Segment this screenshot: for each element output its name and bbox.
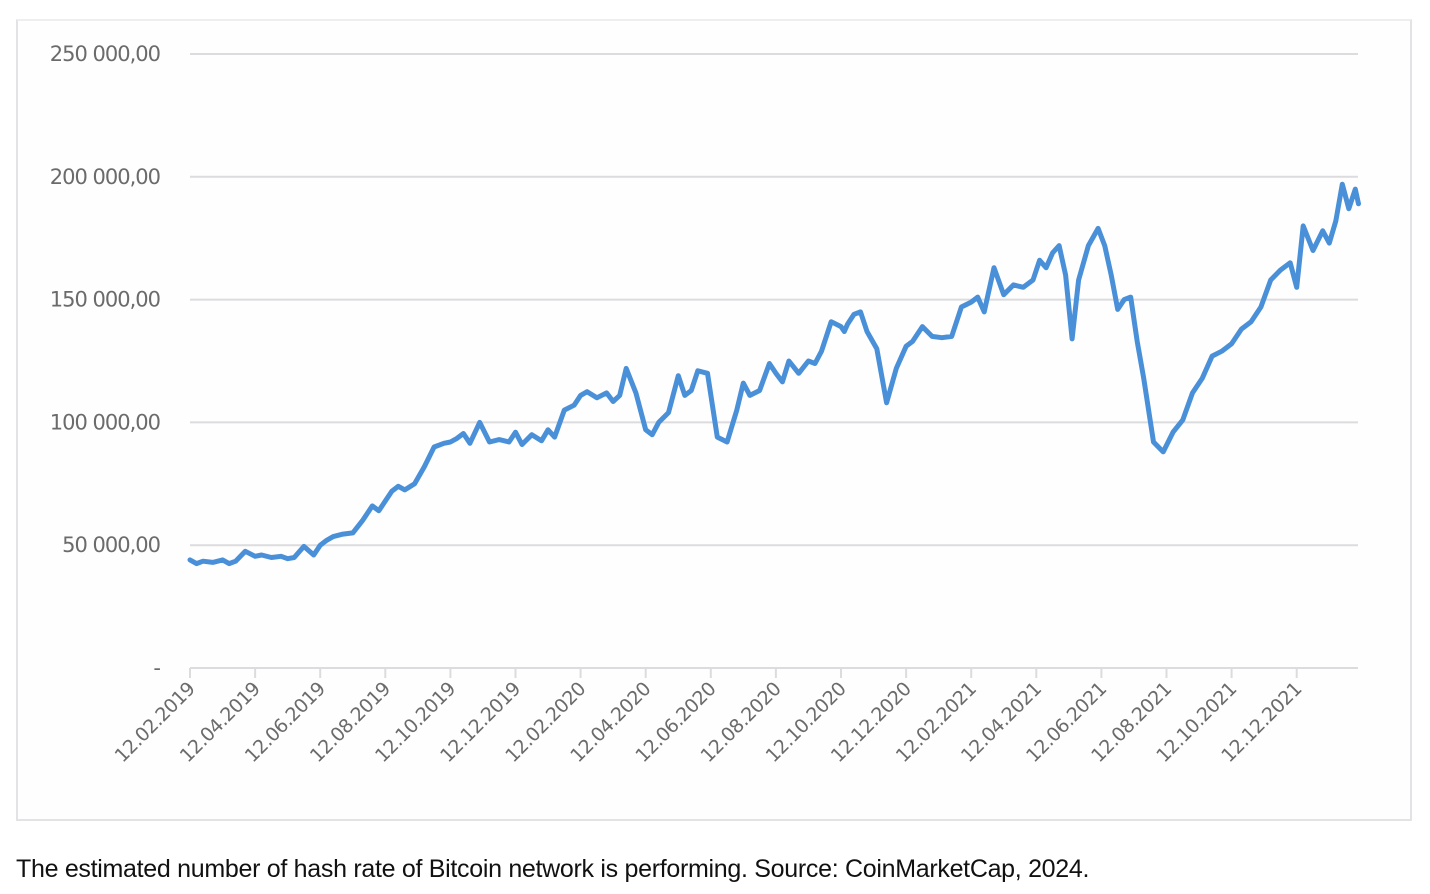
y-tick-label: 200 000,00 <box>50 165 160 189</box>
x-axis <box>189 667 1358 678</box>
y-tick-label: 50 000,00 <box>62 533 160 557</box>
gridlines <box>190 53 1358 547</box>
y-tick-label: 150 000,00 <box>50 288 160 312</box>
x-axis-labels: 12.02.201912.04.201912.06.201912.08.2019… <box>111 678 1307 767</box>
y-tick-label: 100 000,00 <box>50 410 160 434</box>
y-tick-label: 250 000,00 <box>50 42 160 66</box>
line-chart: - 50 000,00 100 000,00 150 000,00 200 000,00… <box>50 42 1361 767</box>
y-axis-labels: - 50 000,00 100 000,00 150 000,00 200 000,00… <box>50 42 162 680</box>
hash-rate-line <box>187 181 1361 567</box>
y-tick-label: - <box>153 656 160 680</box>
figure-caption: The estimated number of hash rate of Bit… <box>16 855 1090 883</box>
